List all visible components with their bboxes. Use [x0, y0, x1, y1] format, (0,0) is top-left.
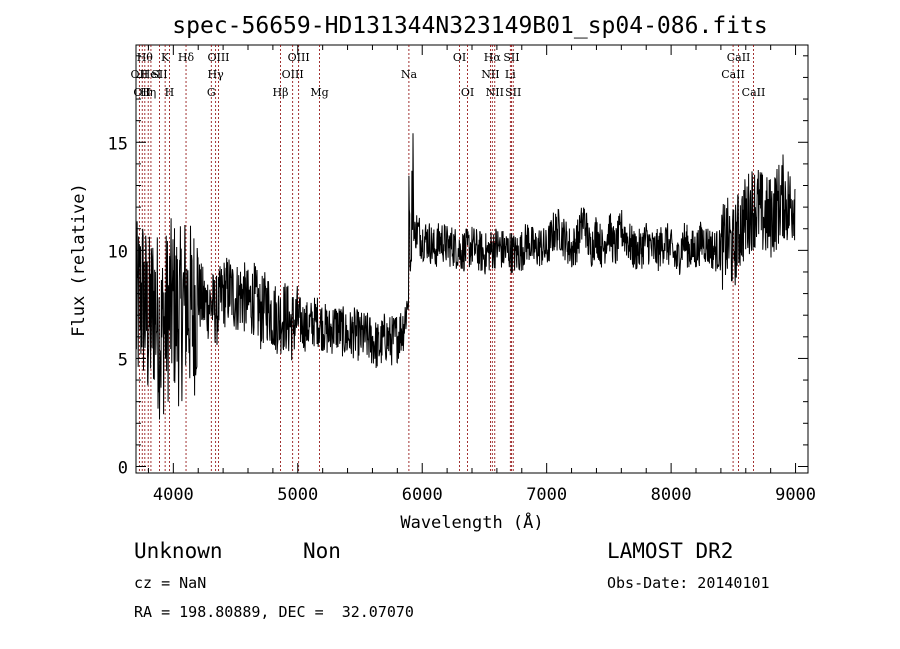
spectral-line-label: SII	[503, 51, 519, 64]
spectral-line-label: OII	[131, 68, 149, 81]
x-tick-label: 6000	[402, 485, 443, 505]
object-class: Unknown	[134, 539, 223, 563]
spectral-line-label: OIII	[282, 68, 304, 81]
spectral-line-label: OIII	[207, 51, 229, 64]
spectral-line-label: Hθ	[137, 51, 154, 64]
x-tick-label: 8000	[651, 485, 692, 505]
spectral-line-label: G	[207, 86, 216, 99]
spectral-line-label: HeI	[141, 68, 161, 81]
spectral-line-label: NII	[486, 86, 504, 99]
y-tick-label: 10	[108, 242, 128, 262]
spectral-line-label: K	[161, 51, 170, 64]
spectral-line-label: Na	[401, 68, 418, 81]
spectral-line-label: OII	[133, 86, 151, 99]
spectral-line-label: Hη	[140, 86, 156, 99]
x-axis-label: Wavelength (Å)	[400, 511, 543, 533]
spectrum-line	[135, 133, 796, 420]
spectral-line-label: Li	[505, 68, 516, 81]
spectral-line-label: Hα	[484, 51, 502, 64]
x-tick-label: 4000	[153, 485, 194, 505]
y-axis-label: Flux (relative)	[69, 183, 89, 337]
spectral-line-label: OI	[453, 51, 466, 64]
x-tick-label: 5000	[277, 485, 318, 505]
spectral-line-label: CaII	[742, 86, 766, 99]
spectral-line-label: SII	[505, 86, 521, 99]
redshift-value: cz = NaN	[134, 574, 207, 592]
spectral-line-label: NII	[481, 68, 499, 81]
y-tick-label: 5	[118, 350, 128, 370]
obs-date: Obs-Date: 20140101	[607, 574, 770, 592]
x-tick-label: 9000	[775, 485, 816, 505]
spectral-line-label: Hβ	[273, 86, 289, 99]
spectral-line-label: Hγ	[208, 68, 225, 81]
spectral-line-label: SII	[151, 68, 167, 81]
y-tick-label: 0	[118, 459, 128, 479]
spectral-line-label: CaII	[727, 51, 751, 64]
spectral-line-label: H	[165, 86, 175, 99]
x-tick-label: 7000	[526, 485, 567, 505]
y-tick-label: 15	[108, 134, 128, 154]
chart-title: spec-56659-HD131344N323149B01_sp04-086.f…	[172, 13, 767, 39]
spectral-line-label: Mg	[310, 86, 328, 99]
coordinates: RA = 198.80889, DEC = 32.07070	[134, 603, 414, 621]
spectral-line-label: Hδ	[178, 51, 195, 64]
survey-name: LAMOST DR2	[607, 539, 734, 563]
spectral-line-label: OIII	[288, 51, 310, 64]
object-subclass: Non	[303, 539, 341, 563]
spectral-line-label: OI	[461, 86, 474, 99]
spectral-line-label: CaII	[721, 68, 745, 81]
